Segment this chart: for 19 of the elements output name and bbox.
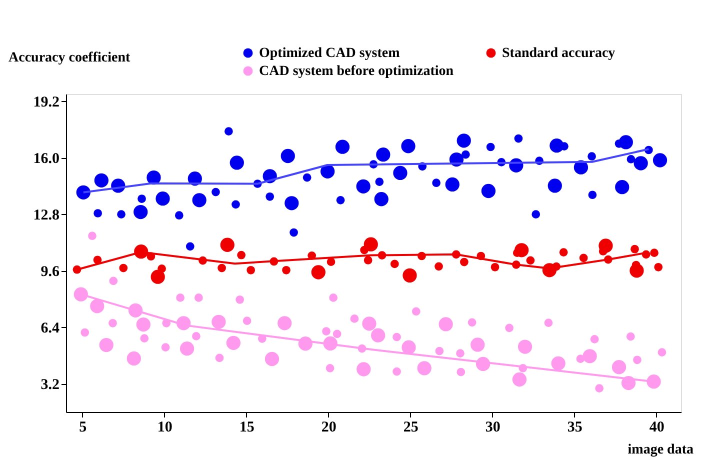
- x-axis-title: image data: [628, 442, 694, 458]
- y-axis-title: Accuracy coefficient: [8, 50, 130, 66]
- x-tick-label: 20: [321, 420, 336, 436]
- x-tick-label: 35: [567, 420, 582, 436]
- x-tick-label: 15: [239, 420, 254, 436]
- y-tick-label: 9.6: [40, 264, 60, 280]
- y-tick-label: 3.2: [40, 377, 60, 394]
- x-tick-label: 30: [485, 420, 500, 436]
- y-tick-label: 12.8: [33, 208, 60, 224]
- legend-label: Optimized CAD system: [259, 46, 400, 61]
- legend-label: CAD system before optimization: [259, 64, 454, 79]
- y-tick-label: 16.0: [33, 151, 60, 168]
- x-tick-label: 25: [403, 420, 418, 436]
- y-tick-label: 6.4: [40, 320, 60, 337]
- x-tick-label: 40: [649, 420, 664, 436]
- x-tick-label: 5: [79, 420, 87, 436]
- x-tick-label: 10: [157, 420, 172, 436]
- y-tick-label: 19.2: [33, 94, 60, 111]
- legend-label: Standard accuracy: [502, 46, 616, 61]
